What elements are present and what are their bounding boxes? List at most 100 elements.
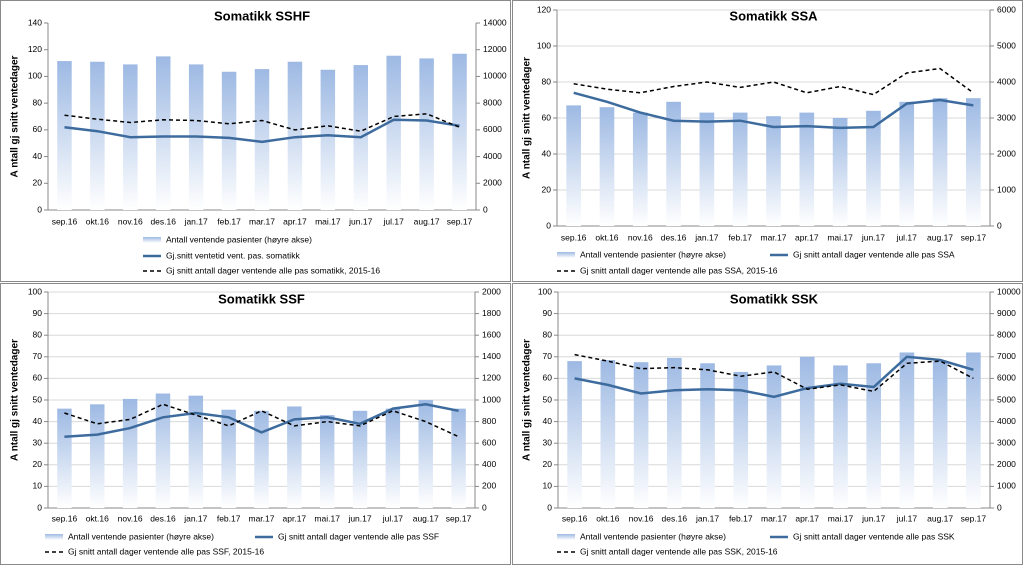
bar [966,98,981,226]
line-series [573,91,974,130]
x-tick-label: feb.17 [728,232,752,242]
y-tick-label: 80 [542,76,552,86]
y-tick-label: 40 [543,416,553,426]
x-tick-label: feb.17 [217,513,241,523]
y2-tick-label: 2000 [483,178,502,188]
y2-tick-label: 0 [483,204,488,214]
legend-label: Gj snitt antall dager ventende alle pas … [580,265,778,275]
x-tick-label: nov.16 [118,216,143,226]
x-tick-label: mai.17 [828,513,854,523]
y-tick-label: 50 [543,394,553,404]
legend-label: Antall ventende pasienter (høyre akse) [166,234,312,244]
y-tick-label: 120 [28,44,42,54]
x-tick-label: mar.17 [761,232,787,242]
y2-tick-label: 5000 [997,394,1016,404]
y-tick-label: 0 [546,220,551,230]
x-tick-label: aug.17 [414,216,440,226]
bar [566,105,581,226]
y2-tick-label: 1000 [482,394,501,404]
legend-swatch [557,252,575,258]
x-tick-label: apr.17 [795,232,819,242]
y2-tick-label: 400 [482,459,496,469]
y2-tick-label: 8000 [483,97,502,107]
y2-tick-label: 6000 [997,373,1016,383]
bar [90,61,105,210]
bar [155,393,171,508]
bar [766,365,782,508]
y2-tick-label: 12000 [483,44,507,54]
bar [766,116,781,226]
y-tick-label: 40 [542,148,552,158]
bar [188,395,204,508]
x-tick-label: apr.17 [283,513,307,523]
y2-tick-label: 1000 [997,184,1016,194]
x-tick-label: jun.17 [861,232,885,242]
x-tick-label: nov.16 [628,232,653,242]
bar [319,415,335,508]
y-axis-label: A ntall gj snitt ventedager [522,57,533,179]
x-tick-label: okt.16 [596,513,619,523]
y2-tick-label: 800 [482,416,496,426]
bar [699,112,715,226]
bar [122,398,138,508]
bar [899,352,915,508]
bar [832,118,848,226]
y-tick-label: 80 [33,329,43,339]
legend-swatch [45,534,63,540]
x-tick-label: jan.17 [695,513,719,523]
legend-label: Gj snitt antall dager ventende alle pas … [580,546,778,556]
bar [419,58,434,211]
y-tick-label: 0 [547,502,552,512]
bar [866,363,882,508]
x-tick-label: sep.16 [52,513,78,523]
bar [899,101,915,226]
chart-panel: 0 20 40 60 80 100 120 140 0 2000 4000 6000 8000 10000… [0,0,511,282]
y2-tick-label: 9000 [997,308,1016,318]
bar [287,61,303,210]
y-tick-label: 100 [28,71,42,81]
bar [254,410,269,508]
y-axis-label: A ntall gj snitt ventedager [10,339,21,461]
x-tick-label: aug.17 [927,232,953,242]
y2-tick-label: 4000 [997,76,1016,86]
x-tick-label: mai.17 [827,232,853,242]
y-tick-label: 90 [543,308,553,318]
y2-tick-label: 2000 [997,148,1016,158]
y2-tick-label: 3000 [997,112,1016,122]
bar [732,112,748,226]
chart-title: Somatikk SSK [730,291,819,306]
y2-tick-label: 4000 [997,416,1016,426]
legend-label: Antall ventende pasienter (høyre akse) [580,249,726,259]
bar [418,400,433,508]
line-series [573,67,974,96]
legend-label: Gj snitt antall dager ventende alle pas … [166,265,380,275]
legend-label: Gj.snitt ventetid vent. pas. somatikk [166,250,300,260]
bar [932,361,948,508]
bar [866,110,881,226]
line-series [574,355,974,399]
y-tick-label: 100 [28,286,42,296]
chart-title: Somatikk SSF [218,291,305,306]
y2-tick-label: 0 [997,502,1002,512]
x-tick-label: sep.16 [52,216,78,226]
chart-title: Somatikk SSHF [214,8,310,23]
x-tick-label: apr.17 [283,216,307,226]
bar [599,107,615,226]
y-tick-label: 50 [33,394,43,404]
x-tick-label: jul.17 [382,513,404,523]
y-tick-label: 80 [33,97,43,107]
y-tick-label: 40 [33,151,43,161]
bar [600,360,616,508]
y2-tick-label: 6000 [483,124,502,134]
y2-tick-label: 1200 [482,373,501,383]
x-tick-label: mar.17 [249,216,275,226]
x-tick-label: feb.17 [217,216,241,226]
bar [352,410,368,508]
bar [287,406,302,508]
y2-tick-label: 8000 [997,329,1016,339]
x-tick-label: des.16 [150,216,176,226]
y2-tick-label: 10000 [997,286,1021,296]
y-tick-label: 20 [542,184,552,194]
y-tick-label: 0 [37,204,42,214]
